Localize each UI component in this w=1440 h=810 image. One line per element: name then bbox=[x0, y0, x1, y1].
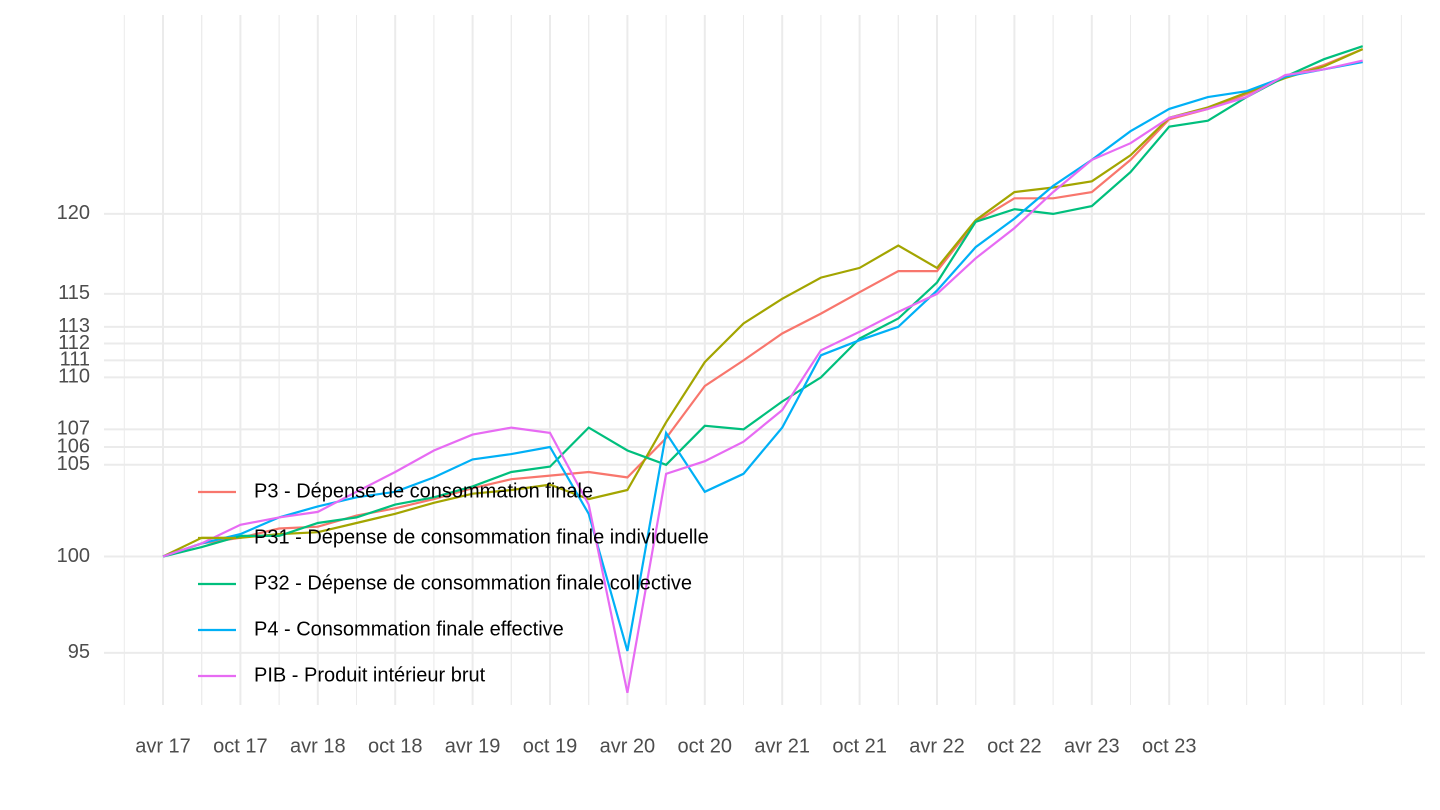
y-tick-label: 110 bbox=[58, 366, 90, 388]
series-line bbox=[162, 59, 1363, 694]
x-tick-label: avr 23 bbox=[1064, 735, 1120, 757]
legend-label: P32 - Dépense de consommation finale col… bbox=[254, 572, 692, 594]
x-tick-label: oct 22 bbox=[987, 735, 1041, 757]
x-tick-label: oct 23 bbox=[1142, 735, 1196, 757]
series-line bbox=[162, 48, 1364, 558]
y-tick-label: 100 bbox=[57, 545, 90, 567]
x-tick-label: avr 22 bbox=[909, 735, 965, 757]
y-tick-label: 106 bbox=[57, 435, 90, 457]
x-tick-label: avr 21 bbox=[754, 735, 810, 757]
legend-label: PIB - Produit intérieur brut bbox=[254, 664, 486, 686]
x-tick-label: oct 19 bbox=[523, 735, 577, 757]
x-tick-label: avr 18 bbox=[290, 735, 346, 757]
x-tick-label: avr 17 bbox=[135, 735, 191, 757]
legend-label: P4 - Consommation finale effective bbox=[254, 618, 564, 640]
x-tick-label: oct 17 bbox=[213, 735, 267, 757]
y-tick-label: 115 bbox=[58, 282, 90, 304]
y-tick-label: 105 bbox=[57, 453, 90, 475]
y-tick-label: 112 bbox=[58, 332, 90, 354]
x-tick-label: oct 20 bbox=[678, 735, 732, 757]
y-tick-label: 120 bbox=[57, 202, 90, 224]
series-line bbox=[162, 61, 1363, 652]
series-line bbox=[162, 45, 1364, 558]
legend-label: P3 - Dépense de consommation finale bbox=[254, 480, 593, 502]
x-tick-label: oct 18 bbox=[368, 735, 422, 757]
x-tick-label: avr 19 bbox=[445, 735, 501, 757]
y-tick-label: 95 bbox=[68, 641, 90, 663]
y-tick-label: 111 bbox=[60, 349, 90, 371]
x-tick-label: avr 20 bbox=[600, 735, 656, 757]
x-tick-label: oct 21 bbox=[832, 735, 886, 757]
y-tick-label: 113 bbox=[58, 315, 90, 337]
legend-label: P31 - Dépense de consommation finale ind… bbox=[254, 526, 709, 548]
y-tick-label: 107 bbox=[57, 418, 90, 440]
